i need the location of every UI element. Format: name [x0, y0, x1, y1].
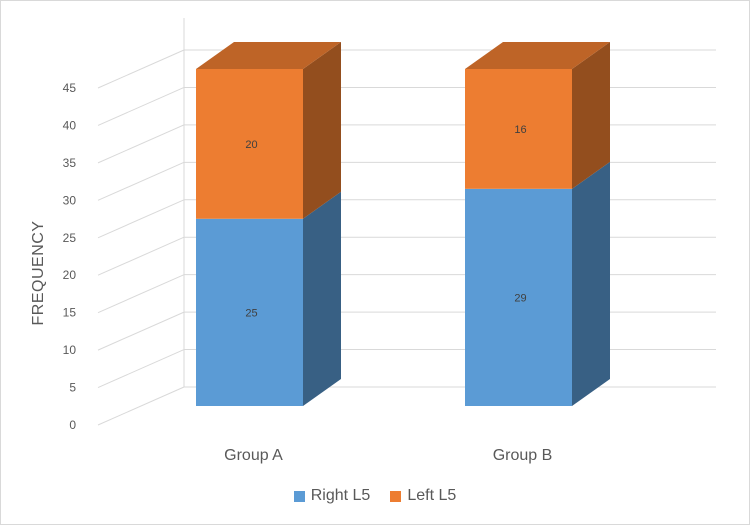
y-axis-ticks: 0 5 10 15 20 25 30 35 40 45 [63, 81, 77, 432]
bar-side-group-b-left-l5 [572, 42, 610, 189]
bar-group-a-left-l5 [196, 69, 303, 219]
bar-group-a-right-l5 [196, 218, 303, 406]
bars [196, 42, 610, 406]
data-label-group-b-right-l5: 29 [514, 292, 526, 304]
y-tick-0: 0 [69, 418, 76, 432]
gridline-diagonal-15 [97, 274, 185, 314]
y-tick-40: 40 [63, 118, 77, 132]
legend-swatch-right-l5 [293, 490, 305, 502]
bar-top-group-a-left-l5 [196, 42, 341, 69]
gridline-diagonal-35 [97, 124, 185, 164]
y-tick-45: 45 [63, 81, 77, 95]
data-label-group-a-left-l5: 20 [245, 139, 257, 151]
legend-label-right-l5: Right L5 [310, 487, 371, 504]
gridlines [97, 18, 716, 426]
bar-side-group-a-right-l5 [303, 191, 341, 406]
legend: Right L5 Left L5 [0, 484, 750, 508]
gridline-diagonal-5 [97, 349, 185, 389]
y-tick-5: 5 [69, 381, 76, 395]
y-tick-30: 30 [63, 193, 77, 207]
gridline-diagonal-0 [97, 386, 185, 426]
legend-label-left-l5: Left L5 [407, 487, 457, 504]
legend-item-left-l5: Left L5 [390, 487, 456, 505]
data-label-group-a-right-l5: 25 [245, 307, 257, 319]
gridline-diagonal-25 [97, 199, 185, 239]
gridline-diagonal-30 [97, 161, 185, 201]
legend-swatch-left-l5 [390, 490, 402, 502]
bar-side-group-b-right-l5 [572, 161, 610, 406]
gridline-diagonal-10 [97, 311, 185, 351]
data-label-group-b-left-l5: 16 [514, 124, 526, 136]
bar-top-group-b-left-l5 [465, 42, 610, 69]
x-axis-categories: Group A Group B [224, 447, 552, 464]
y-tick-35: 35 [63, 156, 77, 170]
data-labels: 25 20 29 16 [245, 124, 526, 319]
gridline-diagonal-20 [97, 236, 185, 276]
y-tick-25: 25 [63, 231, 77, 245]
bar-group-b-right-l5 [465, 188, 572, 406]
legend-item-right-l5: Right L5 [293, 487, 371, 505]
bar-group-b-left-l5 [465, 69, 572, 189]
gridline-diagonal-45 [97, 49, 185, 89]
y-tick-20: 20 [63, 268, 77, 282]
y-tick-10: 10 [63, 343, 77, 357]
bar-side-group-a-left-l5 [303, 42, 341, 219]
y-tick-15: 15 [63, 306, 77, 320]
x-category-group-b: Group B [493, 447, 553, 464]
y-axis-label: FREQUENCY [30, 221, 47, 326]
x-category-group-a: Group A [224, 447, 283, 464]
gridline-diagonal-40 [97, 86, 185, 126]
